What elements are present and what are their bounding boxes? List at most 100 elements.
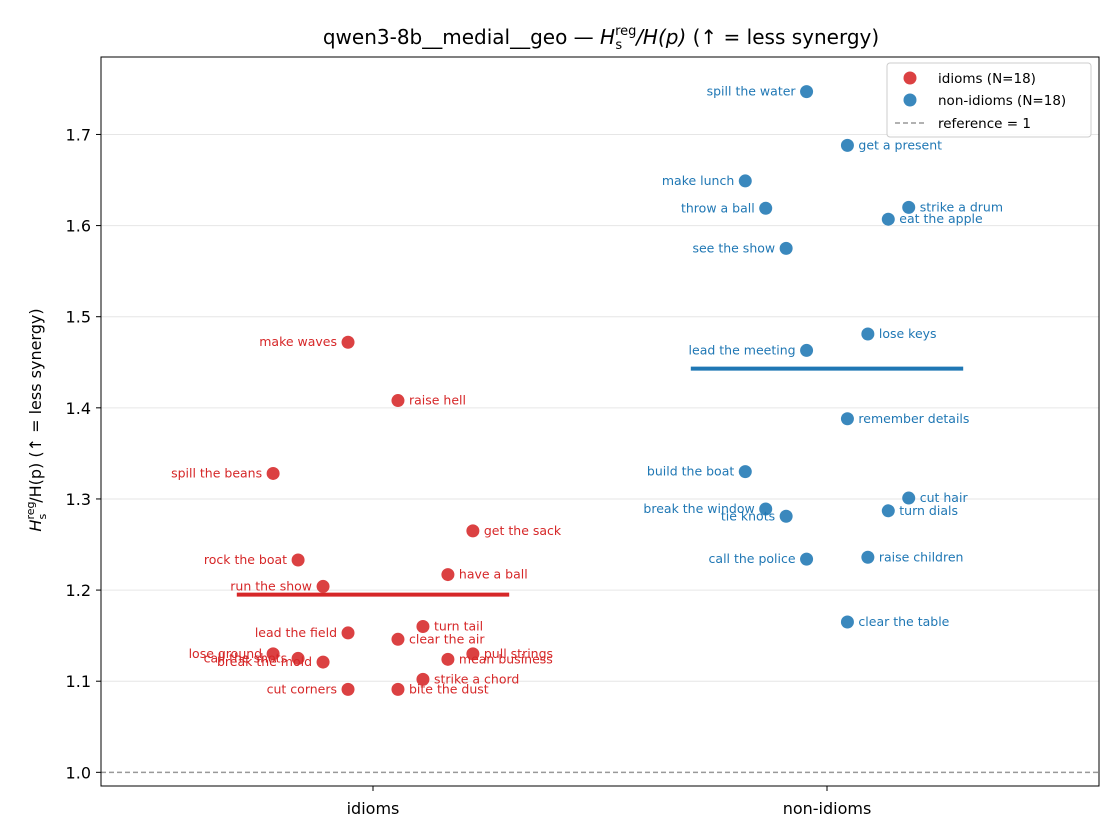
data-point xyxy=(391,682,405,696)
data-point xyxy=(341,682,355,696)
data-point xyxy=(902,200,916,214)
data-point xyxy=(779,241,793,255)
data-point xyxy=(266,466,280,480)
data-point xyxy=(441,652,455,666)
point-layer: make waves raise hell spill the beans get t… xyxy=(171,84,1003,697)
point-label: lose keys xyxy=(879,326,937,341)
point-label: build the boat xyxy=(647,464,734,479)
x-tick-label: non-idioms xyxy=(783,799,872,818)
data-point xyxy=(840,615,854,629)
y-axis-label-sub: s xyxy=(36,514,49,520)
y-tick-label: 1.7 xyxy=(66,125,91,144)
y-tick-label: 1.1 xyxy=(66,672,91,691)
data-point xyxy=(416,620,430,634)
point-label: make waves xyxy=(259,334,337,349)
point-label: call the police xyxy=(709,551,796,566)
data-point xyxy=(391,394,405,408)
legend-marker-idioms xyxy=(903,71,917,85)
data-point xyxy=(759,201,773,215)
point-label: throw a ball xyxy=(681,200,755,215)
data-point xyxy=(759,502,773,516)
point-label: bite the dust xyxy=(409,681,489,696)
data-point xyxy=(466,647,480,661)
y-tick-label: 1.0 xyxy=(66,763,91,782)
data-point xyxy=(291,553,305,567)
chart-title-mid: /H(p) xyxy=(634,25,686,49)
data-point xyxy=(840,138,854,152)
data-point xyxy=(779,509,793,523)
data-point xyxy=(416,672,430,686)
point-label: eat the apple xyxy=(899,211,983,226)
y-tick-label: 1.4 xyxy=(66,399,91,418)
point-label: have a ball xyxy=(459,567,528,582)
chart-title-sup: reg xyxy=(615,24,636,39)
point-label: strike a drum xyxy=(920,199,1003,214)
point-label: cut hair xyxy=(920,490,969,505)
data-point xyxy=(840,412,854,426)
point-label: mean business xyxy=(459,651,553,666)
data-point xyxy=(800,552,814,566)
plot-frame xyxy=(100,56,1100,787)
data-point xyxy=(341,626,355,640)
point-label: break the mold xyxy=(217,654,312,669)
point-label: make lunch xyxy=(662,173,734,188)
point-label: raise hell xyxy=(409,393,466,408)
point-label: raise children xyxy=(879,549,964,564)
y-tick-label: 1.6 xyxy=(66,217,91,236)
y-axis-label-sup: reg xyxy=(24,502,37,520)
legend-label-non-idioms: non-idioms (N=18) xyxy=(938,93,1066,109)
data-point xyxy=(391,632,405,646)
point-label: turn tail xyxy=(434,619,483,634)
data-point xyxy=(341,335,355,349)
y-axis-label-h: H xyxy=(26,520,45,532)
legend-label-idioms: idioms (N=18) xyxy=(938,71,1036,87)
y-axis-label-rest: /H(p) (↑ = less synergy) xyxy=(26,308,45,502)
point-label: lead the field xyxy=(255,625,337,640)
point-label: cut corners xyxy=(267,681,337,696)
chart-title-tail: (↑ = less synergy) xyxy=(686,25,879,49)
y-tick-label: 1.3 xyxy=(66,490,91,509)
point-label: get a present xyxy=(858,137,942,152)
point-label: call the shots xyxy=(204,650,287,665)
legend-label-reference: reference = 1 xyxy=(938,116,1031,132)
point-label: see the show xyxy=(692,240,775,255)
data-point xyxy=(861,327,875,341)
point-label: spill the beans xyxy=(171,465,262,480)
point-label: pull strings xyxy=(484,646,553,661)
data-point xyxy=(266,647,280,661)
point-label: clear the table xyxy=(858,614,949,629)
data-point xyxy=(466,524,480,538)
legend-marker-non-idioms xyxy=(903,93,917,107)
data-point xyxy=(881,504,895,518)
grid-layer xyxy=(101,133,1099,774)
data-point xyxy=(881,212,895,226)
point-label: lose ground xyxy=(189,646,263,661)
point-label: clear the air xyxy=(409,631,485,646)
point-label: turn dials xyxy=(899,503,958,518)
data-point xyxy=(738,465,752,479)
data-point xyxy=(291,651,305,665)
data-point xyxy=(441,568,455,582)
data-point xyxy=(316,655,330,669)
y-tick-label: 1.2 xyxy=(66,581,91,600)
legend: idioms (N=18) non-idioms (N=18) referenc… xyxy=(886,62,1092,138)
point-label: remember details xyxy=(858,411,969,426)
axis-layer: 1.0 1.1 1.2 1.3 1.4 1.5 1.6 1.7 idioms non-idioms xyxy=(66,56,1100,818)
data-point xyxy=(738,174,752,188)
chart-title-h: H xyxy=(600,25,615,49)
y-axis-label: Hregs/H(p) (↑ = less synergy) xyxy=(24,308,49,531)
chart-title-main: qwen3-8b__medial__geo — xyxy=(323,25,600,49)
data-point xyxy=(800,85,814,99)
point-label: get the sack xyxy=(484,523,562,538)
point-label: lead the meeting xyxy=(689,342,796,357)
chart-title-sub: s xyxy=(615,38,622,53)
data-point xyxy=(861,550,875,564)
mean-layer xyxy=(236,366,964,597)
x-tick-label: idioms xyxy=(347,799,400,818)
point-label: run the show xyxy=(230,578,312,593)
point-label: break the window xyxy=(643,501,754,516)
point-label: rock the boat xyxy=(204,552,287,567)
legend-box xyxy=(886,62,1092,138)
